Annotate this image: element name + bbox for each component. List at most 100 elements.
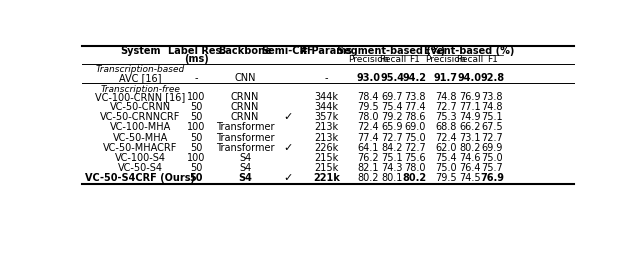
- Text: VC-50-S4: VC-50-S4: [118, 163, 163, 173]
- Text: 50: 50: [190, 102, 202, 112]
- Text: VC-100-S4: VC-100-S4: [115, 153, 166, 163]
- Text: Transformer: Transformer: [216, 133, 275, 142]
- Text: 75.3: 75.3: [435, 112, 456, 122]
- Text: 79.5: 79.5: [435, 173, 456, 183]
- Text: 78.4: 78.4: [358, 92, 379, 102]
- Text: 92.8: 92.8: [480, 73, 504, 83]
- Text: # Params: # Params: [300, 46, 353, 56]
- Text: F1: F1: [487, 55, 498, 64]
- Text: Transformer: Transformer: [216, 143, 275, 153]
- Text: 79.2: 79.2: [381, 112, 403, 122]
- Text: Precision: Precision: [426, 55, 466, 64]
- Text: AVC [16]: AVC [16]: [119, 73, 162, 83]
- Text: Backbone: Backbone: [218, 46, 272, 56]
- Text: VC-50-S4CRF (Ours): VC-50-S4CRF (Ours): [86, 173, 195, 183]
- Text: S4: S4: [238, 173, 252, 183]
- Text: 77.4: 77.4: [404, 102, 426, 112]
- Text: 80.1: 80.1: [381, 173, 403, 183]
- Text: Segment-based (%): Segment-based (%): [337, 46, 445, 56]
- Text: S4: S4: [239, 163, 252, 173]
- Text: 75.4: 75.4: [435, 153, 456, 163]
- Text: 221k: 221k: [313, 173, 340, 183]
- Text: S4: S4: [239, 153, 252, 163]
- Text: 100: 100: [187, 153, 205, 163]
- Text: CRNN: CRNN: [231, 102, 259, 112]
- Text: 67.5: 67.5: [481, 122, 503, 132]
- Text: F1: F1: [410, 55, 420, 64]
- Text: 93.0: 93.0: [356, 73, 380, 83]
- Text: 215k: 215k: [314, 153, 339, 163]
- Text: Recall: Recall: [456, 55, 483, 64]
- Text: 50: 50: [189, 173, 203, 183]
- Text: 78.0: 78.0: [358, 112, 379, 122]
- Text: 68.8: 68.8: [435, 122, 456, 132]
- Text: -: -: [195, 73, 198, 83]
- Text: Transformer: Transformer: [216, 122, 275, 132]
- Text: 75.1: 75.1: [481, 112, 503, 122]
- Text: ✓: ✓: [283, 112, 292, 122]
- Text: 72.7: 72.7: [435, 102, 457, 112]
- Text: 50: 50: [190, 112, 202, 122]
- Text: 213k: 213k: [314, 133, 339, 142]
- Text: VC-100-MHA: VC-100-MHA: [110, 122, 171, 132]
- Text: 80.2: 80.2: [358, 173, 379, 183]
- Text: 76.9: 76.9: [459, 92, 481, 102]
- Text: 75.7: 75.7: [481, 163, 503, 173]
- Text: 74.8: 74.8: [435, 92, 456, 102]
- Text: 357k: 357k: [314, 112, 339, 122]
- Text: VC-50-CRNN: VC-50-CRNN: [110, 102, 171, 112]
- Text: 78.0: 78.0: [404, 163, 426, 173]
- Text: 91.7: 91.7: [434, 73, 458, 83]
- Text: Transcription-based: Transcription-based: [96, 65, 185, 75]
- Text: 75.6: 75.6: [404, 153, 426, 163]
- Text: 72.7: 72.7: [404, 143, 426, 153]
- Text: 75.0: 75.0: [404, 133, 426, 142]
- Text: 72.4: 72.4: [358, 122, 379, 132]
- Text: 69.0: 69.0: [404, 122, 426, 132]
- Text: 94.2: 94.2: [403, 73, 427, 83]
- Text: Recall: Recall: [379, 55, 406, 64]
- Text: 50: 50: [190, 163, 202, 173]
- Text: 75.1: 75.1: [381, 153, 403, 163]
- Text: 74.5: 74.5: [459, 173, 481, 183]
- Text: (ms): (ms): [184, 54, 209, 64]
- Text: 226k: 226k: [314, 143, 339, 153]
- Text: 77.4: 77.4: [358, 133, 379, 142]
- Text: 50: 50: [190, 143, 202, 153]
- Text: 64.1: 64.1: [358, 143, 379, 153]
- Text: 344k: 344k: [314, 92, 339, 102]
- Text: 50: 50: [190, 133, 202, 142]
- Text: 76.4: 76.4: [459, 163, 481, 173]
- Text: 94.0: 94.0: [458, 73, 482, 83]
- Text: Event-based (%): Event-based (%): [424, 46, 514, 56]
- Text: System: System: [120, 46, 161, 56]
- Text: 84.2: 84.2: [381, 143, 403, 153]
- Text: -: -: [324, 73, 328, 83]
- Text: 72.4: 72.4: [435, 133, 456, 142]
- Text: 74.3: 74.3: [381, 163, 403, 173]
- Text: 78.6: 78.6: [404, 112, 426, 122]
- Text: 75.0: 75.0: [481, 153, 503, 163]
- Text: 69.7: 69.7: [381, 92, 403, 102]
- Text: 344k: 344k: [314, 102, 339, 112]
- Text: VC-50-CRNNCRF: VC-50-CRNNCRF: [100, 112, 180, 122]
- Text: CRNN: CRNN: [231, 92, 259, 102]
- Text: 80.2: 80.2: [403, 173, 427, 183]
- Text: 95.4: 95.4: [380, 73, 404, 83]
- Text: 215k: 215k: [314, 163, 339, 173]
- Text: 66.2: 66.2: [459, 122, 481, 132]
- Text: 72.7: 72.7: [481, 133, 503, 142]
- Text: Semi-CRF: Semi-CRF: [261, 46, 314, 56]
- Text: 74.6: 74.6: [459, 153, 481, 163]
- Text: 75.4: 75.4: [381, 102, 403, 112]
- Text: 69.9: 69.9: [482, 143, 503, 153]
- Text: 65.9: 65.9: [381, 122, 403, 132]
- Text: 100: 100: [187, 92, 205, 102]
- Text: ✓: ✓: [283, 173, 292, 183]
- Text: 73.8: 73.8: [481, 92, 503, 102]
- Text: 76.2: 76.2: [358, 153, 379, 163]
- Text: 73.8: 73.8: [404, 92, 426, 102]
- Text: Label Res.: Label Res.: [168, 46, 225, 56]
- Text: 77.1: 77.1: [459, 102, 481, 112]
- Text: 76.9: 76.9: [480, 173, 504, 183]
